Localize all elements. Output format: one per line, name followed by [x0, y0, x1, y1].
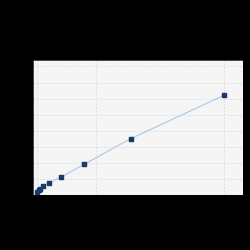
Point: [47, 181, 51, 185]
Point: [222, 93, 226, 97]
Point: [58, 175, 62, 179]
X-axis label: Mouse TINF2
Concentration (pg/ml): Mouse TINF2 Concentration (pg/ml): [103, 210, 172, 221]
Point: [128, 137, 132, 141]
Point: [82, 162, 86, 166]
Point: [41, 184, 45, 188]
Point: [35, 190, 39, 194]
Point: [36, 188, 40, 192]
Y-axis label: OD: OD: [7, 122, 12, 132]
Point: [38, 186, 42, 190]
